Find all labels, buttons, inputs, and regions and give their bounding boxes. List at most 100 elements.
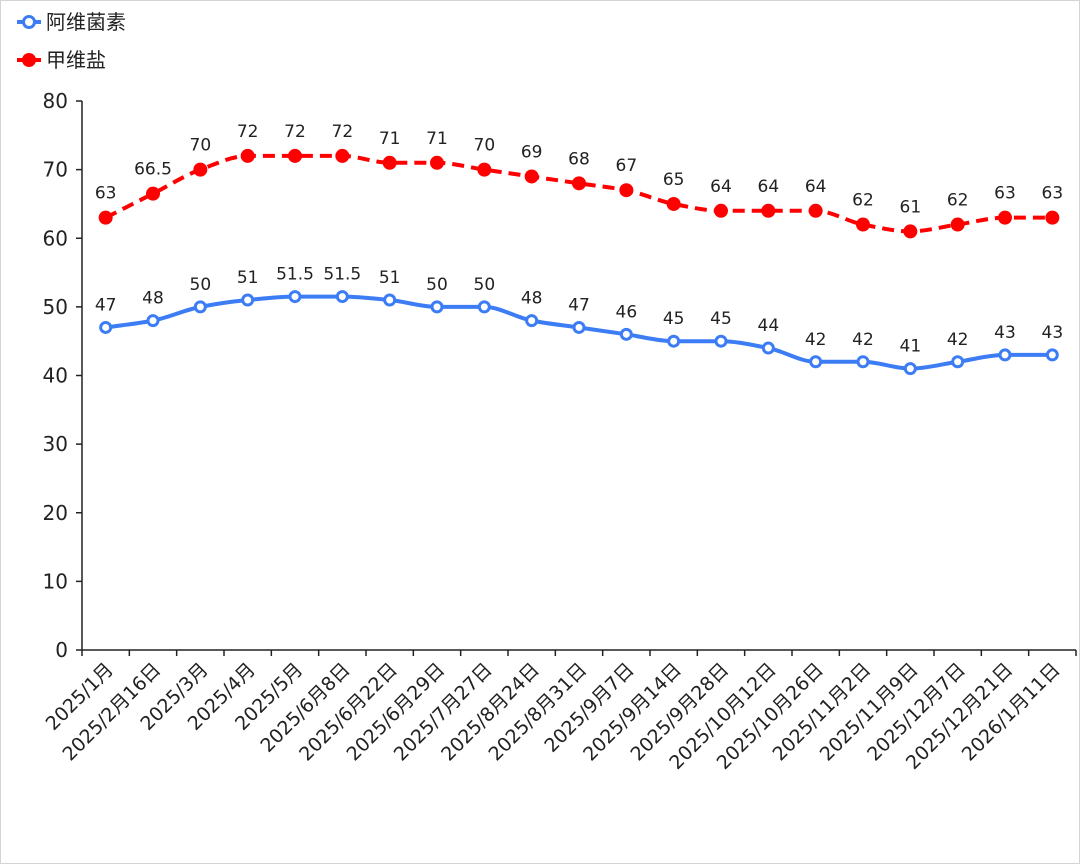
legend-item-emamectin-benzoate[interactable]: 甲维盐 xyxy=(17,48,106,72)
data-label-emamectin-benzoate: 65 xyxy=(663,170,685,190)
data-point-emamectin-benzoate xyxy=(1045,210,1060,225)
y-tick-label: 80 xyxy=(43,89,68,113)
data-point-emamectin-benzoate xyxy=(572,176,586,191)
data-label-emamectin-benzoate: 72 xyxy=(237,122,259,142)
series-abamectin: 47 48 50 51 51.5 51.5 51 50 50 48 47 46 45 45 44 42 42 41… xyxy=(95,265,1064,376)
data-label-emamectin-benzoate: 64 xyxy=(805,177,827,197)
data-label-abamectin: 51.5 xyxy=(323,265,361,285)
data-label-abamectin: 51 xyxy=(237,268,259,288)
data-point-abamectin xyxy=(383,293,397,307)
data-label-abamectin: 46 xyxy=(616,302,638,322)
data-point-abamectin xyxy=(525,314,539,328)
data-point-emamectin-benzoate xyxy=(761,203,776,218)
data-label-emamectin-benzoate: 68 xyxy=(568,149,590,169)
data-point-emamectin-benzoate xyxy=(903,224,918,239)
y-tick-label: 50 xyxy=(43,295,68,319)
data-label-abamectin: 45 xyxy=(663,309,685,329)
data-point-abamectin xyxy=(477,300,491,314)
data-point-abamectin xyxy=(951,355,965,369)
data-point-emamectin-benzoate xyxy=(382,155,397,170)
data-point-emamectin-benzoate xyxy=(666,196,681,211)
data-label-emamectin-benzoate: 63 xyxy=(1042,184,1064,204)
data-label-emamectin-benzoate: 71 xyxy=(426,129,448,149)
data-point-abamectin xyxy=(430,300,444,314)
data-label-abamectin: 50 xyxy=(474,275,496,295)
data-label-abamectin: 43 xyxy=(994,323,1016,343)
data-point-emamectin-benzoate xyxy=(240,148,255,163)
data-point-emamectin-benzoate xyxy=(98,210,113,225)
legend-marker-emamectin-benzoate-icon xyxy=(22,53,36,67)
data-label-abamectin: 51.5 xyxy=(276,265,314,285)
data-label-emamectin-benzoate: 64 xyxy=(758,177,780,197)
y-tick-label: 60 xyxy=(43,226,68,250)
data-point-emamectin-benzoate xyxy=(524,169,539,184)
data-label-abamectin: 44 xyxy=(758,316,780,336)
data-point-emamectin-benzoate xyxy=(146,186,160,201)
data-label-emamectin-benzoate: 62 xyxy=(947,191,969,211)
data-point-abamectin xyxy=(99,320,113,334)
data-point-abamectin xyxy=(241,293,255,307)
data-label-emamectin-benzoate: 71 xyxy=(379,129,401,149)
legend-item-abamectin[interactable]: 阿维菌素 xyxy=(17,10,126,34)
y-tick-label: 20 xyxy=(43,501,68,525)
data-label-emamectin-benzoate: 70 xyxy=(474,136,496,156)
data-label-abamectin: 42 xyxy=(852,330,874,350)
data-point-abamectin xyxy=(288,290,302,304)
data-point-emamectin-benzoate xyxy=(856,217,870,232)
series-layer: 47 48 50 51 51.5 51.5 51 50 50 48 47 46 45 45 44 42 42 41… xyxy=(95,122,1064,376)
data-label-abamectin: 43 xyxy=(1042,323,1064,343)
data-label-emamectin-benzoate: 72 xyxy=(284,122,306,142)
data-label-abamectin: 50 xyxy=(426,275,448,295)
series-emamectin-benzoate: 63 66.5 70 72 72 72 71 71 70 69 68 67 65 64 64 64 62 61 62… xyxy=(95,122,1064,239)
data-point-abamectin xyxy=(856,355,870,369)
data-point-abamectin xyxy=(667,334,681,348)
y-tick-label: 70 xyxy=(43,158,68,182)
data-label-abamectin: 50 xyxy=(190,275,212,295)
data-label-emamectin-benzoate: 63 xyxy=(994,184,1016,204)
legend-label-abamectin: 阿维菌素 xyxy=(46,10,126,34)
data-point-abamectin xyxy=(809,355,823,369)
data-label-emamectin-benzoate: 70 xyxy=(190,136,212,156)
data-point-abamectin xyxy=(761,341,775,355)
legend: 阿维菌素 甲维盐 xyxy=(17,10,126,72)
data-point-abamectin xyxy=(998,348,1012,362)
data-point-abamectin xyxy=(193,300,207,314)
data-label-emamectin-benzoate: 69 xyxy=(521,142,543,162)
data-label-abamectin: 42 xyxy=(805,330,827,350)
data-point-emamectin-benzoate xyxy=(950,217,965,232)
data-label-emamectin-benzoate: 64 xyxy=(710,177,732,197)
data-point-abamectin xyxy=(572,320,586,334)
data-point-emamectin-benzoate xyxy=(808,203,823,218)
data-point-emamectin-benzoate xyxy=(193,162,208,177)
data-label-emamectin-benzoate: 61 xyxy=(900,197,922,217)
data-label-abamectin: 47 xyxy=(568,295,590,315)
data-label-abamectin: 48 xyxy=(142,289,164,309)
data-point-emamectin-benzoate xyxy=(714,203,728,218)
legend-marker-abamectin-icon xyxy=(22,15,36,29)
legend-label-emamectin-benzoate: 甲维盐 xyxy=(46,48,106,72)
data-point-emamectin-benzoate xyxy=(288,148,302,163)
data-point-abamectin xyxy=(1045,348,1059,362)
data-point-emamectin-benzoate xyxy=(998,210,1012,225)
data-point-abamectin xyxy=(619,327,633,341)
data-label-abamectin: 42 xyxy=(947,330,969,350)
data-label-abamectin: 41 xyxy=(900,337,922,357)
data-label-emamectin-benzoate: 67 xyxy=(616,156,638,176)
data-point-abamectin xyxy=(146,314,160,328)
data-point-abamectin xyxy=(903,362,917,376)
data-point-abamectin xyxy=(335,290,349,304)
y-tick-label: 30 xyxy=(43,432,68,456)
data-point-emamectin-benzoate xyxy=(335,148,350,163)
data-label-abamectin: 47 xyxy=(95,295,117,315)
y-tick-label: 10 xyxy=(43,569,68,593)
data-point-emamectin-benzoate xyxy=(430,155,444,170)
data-label-emamectin-benzoate: 72 xyxy=(332,122,354,142)
y-tick-label: 0 xyxy=(55,638,68,662)
data-label-emamectin-benzoate: 62 xyxy=(852,191,874,211)
data-point-emamectin-benzoate xyxy=(619,183,634,198)
data-label-emamectin-benzoate: 63 xyxy=(95,184,117,204)
y-axis: 0 10 20 30 40 50 60 70 80 xyxy=(43,89,83,662)
